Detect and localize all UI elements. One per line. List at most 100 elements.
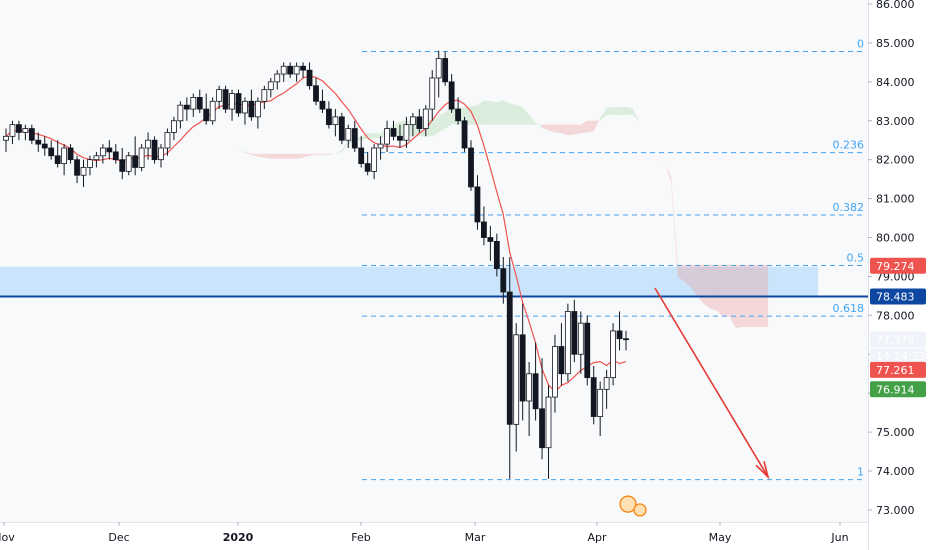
cloud-segment xyxy=(542,124,549,131)
candle xyxy=(306,62,313,90)
cloud-segment xyxy=(619,107,626,115)
cloud-segment xyxy=(600,108,607,121)
candle-body-bullish xyxy=(138,147,145,168)
candle-body-bearish xyxy=(532,373,539,410)
candle xyxy=(513,323,520,452)
candle xyxy=(326,101,332,129)
candle-body-bullish xyxy=(435,58,442,79)
fib-level-label: 1 xyxy=(857,466,864,479)
candle xyxy=(481,206,487,246)
event-marker-icon[interactable] xyxy=(619,495,637,513)
price-tag xyxy=(870,257,926,274)
candle xyxy=(138,144,145,172)
candle xyxy=(610,323,616,386)
cloud-segment xyxy=(709,264,717,311)
cloud-segment xyxy=(613,107,620,115)
cloud-segment xyxy=(445,108,452,129)
candle xyxy=(203,93,210,125)
candle-body-bullish xyxy=(190,97,197,110)
candle-body-bearish xyxy=(390,128,397,137)
cloud-segment xyxy=(264,153,271,159)
candle-body-bearish xyxy=(35,139,42,145)
price-tag-label: 78.483 xyxy=(876,291,915,304)
candle-body-bearish xyxy=(351,128,358,149)
cloud-segment xyxy=(316,153,323,155)
candle-body-bearish xyxy=(397,135,403,141)
candle-body-bullish xyxy=(229,93,235,110)
candle xyxy=(254,97,261,129)
candle-body-bearish xyxy=(132,155,139,168)
candle-body-bullish xyxy=(99,147,106,157)
cloud-segment xyxy=(574,124,581,135)
candle xyxy=(67,144,74,164)
candle xyxy=(9,120,16,145)
y-tick-label: 86.000 xyxy=(876,0,915,11)
cloud-segment xyxy=(464,106,471,125)
cloud-segment xyxy=(283,153,291,159)
candle-body-bullish xyxy=(267,81,274,91)
candle xyxy=(403,116,410,149)
y-tick-label: 74.000 xyxy=(876,465,915,478)
candle-body-bearish xyxy=(519,334,526,402)
cloud-segment xyxy=(328,153,336,155)
support-resistance-zone[interactable] xyxy=(0,266,818,296)
candle xyxy=(532,342,539,421)
candle-body-bearish xyxy=(455,108,461,122)
candle-body-bullish xyxy=(513,334,520,425)
candle xyxy=(552,334,558,413)
candle-body-bearish xyxy=(500,268,507,293)
candle-body-bullish xyxy=(87,159,93,168)
candle-body-bearish xyxy=(151,139,158,161)
cloud-segment xyxy=(529,114,536,125)
candle xyxy=(435,50,442,98)
candle xyxy=(35,132,42,152)
candle xyxy=(487,225,494,261)
candle-body-bullish xyxy=(274,73,281,83)
candle-body-bullish xyxy=(164,132,171,149)
candle xyxy=(545,385,552,479)
price-tag xyxy=(870,348,926,365)
candle xyxy=(351,120,358,152)
candle-body-bullish xyxy=(564,311,571,375)
candle xyxy=(539,358,545,460)
cloud-segment xyxy=(277,153,284,159)
candle-body-bullish xyxy=(9,124,16,137)
candle xyxy=(93,151,100,168)
cloud-segment xyxy=(664,163,672,184)
fib-level-label: 0.5 xyxy=(847,252,865,265)
candle-body-bearish xyxy=(300,65,306,71)
cloud-segment xyxy=(471,105,478,125)
candle xyxy=(519,303,526,421)
projection-arrow-line[interactable] xyxy=(654,287,769,478)
cloud-segment xyxy=(290,153,297,159)
candle xyxy=(429,70,436,121)
price-tag xyxy=(870,331,926,348)
candle-body-bullish xyxy=(429,77,436,110)
candle-body-bullish xyxy=(403,124,410,141)
price-tag xyxy=(870,361,926,378)
candle-body-bearish xyxy=(487,237,494,242)
candle-body-bearish xyxy=(28,128,35,141)
candle xyxy=(48,140,55,160)
candle xyxy=(261,85,268,110)
cloud-segment xyxy=(341,141,349,152)
candle-body-bearish xyxy=(313,85,319,102)
candle-body-bearish xyxy=(358,147,365,164)
candle-body-bullish xyxy=(610,330,616,379)
candle xyxy=(145,132,151,160)
event-marker-icon[interactable] xyxy=(633,503,647,517)
candle-body-bearish xyxy=(16,124,22,133)
candle-body-bearish xyxy=(203,108,210,122)
candle-body-bearish xyxy=(338,116,345,141)
candle-body-bullish xyxy=(80,167,87,176)
candle xyxy=(112,144,119,164)
candle-body-bullish xyxy=(345,128,352,141)
candle xyxy=(125,151,132,176)
candle-body-bearish xyxy=(571,311,578,355)
candle-body-bullish xyxy=(597,388,604,417)
x-tick-label: Nov xyxy=(0,531,15,544)
candle xyxy=(623,330,629,351)
candle-body-bullish xyxy=(177,104,184,122)
